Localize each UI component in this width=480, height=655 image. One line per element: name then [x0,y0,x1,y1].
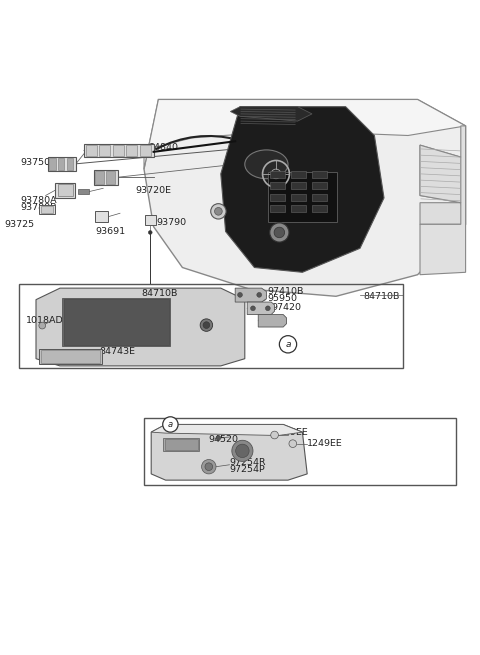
Bar [94,170,118,185]
Bar [78,189,89,194]
Bar [165,439,198,451]
Bar [95,212,108,222]
Bar [106,170,115,184]
Text: a: a [285,340,291,349]
Bar [62,298,170,346]
Bar [163,438,199,451]
Bar [84,144,154,157]
Bar [58,185,73,196]
Polygon shape [230,107,312,121]
Text: 93725: 93725 [5,220,35,229]
Text: 94520: 94520 [209,435,239,444]
Bar [99,145,110,156]
Text: 97254R: 97254R [229,458,266,468]
Bar [291,205,306,212]
Polygon shape [144,100,466,296]
Bar [312,170,327,178]
Bar [312,205,327,212]
Text: 84855T: 84855T [223,200,259,209]
Polygon shape [235,288,266,302]
Bar [64,299,169,345]
Text: 93750G: 93750G [20,158,58,167]
Polygon shape [151,424,302,436]
Bar [95,170,104,184]
Text: 93780B: 93780B [20,203,57,212]
Text: 1249EE: 1249EE [307,439,343,447]
Bar [19,284,403,368]
Bar [145,215,156,225]
Circle shape [271,431,278,439]
Circle shape [279,335,297,353]
Circle shape [202,460,216,474]
Text: 93720E: 93720E [136,186,172,195]
Circle shape [205,463,213,470]
Bar [268,172,337,222]
Text: 93780A: 93780A [20,196,57,205]
Text: 97254P: 97254P [229,465,265,474]
Bar [270,194,285,201]
Bar [312,182,327,189]
Circle shape [200,319,213,331]
Circle shape [236,444,249,458]
Circle shape [215,208,222,215]
Bar [113,145,124,156]
Bar [312,194,327,201]
Bar [58,158,64,170]
Bar [39,349,102,364]
Bar [48,157,76,171]
Bar [291,182,306,189]
Bar [270,170,285,178]
Circle shape [216,436,221,440]
Bar [126,145,137,156]
Text: 84840: 84840 [149,143,179,151]
Circle shape [265,306,270,310]
Bar [270,182,285,189]
Bar [291,170,306,178]
Bar [41,206,53,213]
Text: 95950: 95950 [268,294,298,303]
Text: 1249EE: 1249EE [273,428,308,437]
Bar [291,194,306,201]
Polygon shape [151,424,307,480]
Bar [39,204,55,214]
Circle shape [270,223,289,242]
Polygon shape [144,100,466,169]
Circle shape [232,440,253,461]
Polygon shape [258,314,287,327]
Circle shape [274,227,285,238]
Bar [49,158,56,170]
Polygon shape [36,288,245,366]
Circle shape [238,293,242,297]
Circle shape [203,322,210,328]
Bar [144,418,456,485]
Text: 84710B: 84710B [142,290,178,299]
Circle shape [289,440,297,447]
Ellipse shape [245,150,288,179]
Bar [270,205,285,212]
Bar [41,350,100,362]
Text: a: a [168,420,173,429]
Text: 97410B: 97410B [268,286,304,295]
Circle shape [257,293,262,297]
Polygon shape [420,145,461,202]
Text: 84710B: 84710B [364,291,400,301]
Text: 1018AD: 1018AD [26,316,64,326]
Text: 97420: 97420 [271,303,301,312]
Circle shape [251,306,255,310]
Circle shape [39,322,46,329]
Bar [55,183,75,198]
Circle shape [148,231,152,234]
Bar [140,145,151,156]
Text: 93790: 93790 [156,218,186,227]
Polygon shape [221,107,384,272]
Polygon shape [420,202,466,224]
Polygon shape [420,126,466,274]
Circle shape [163,417,178,432]
Circle shape [211,204,226,219]
Bar [86,145,97,156]
Text: 84743E: 84743E [100,347,136,356]
Text: 93691: 93691 [95,227,125,236]
Bar [67,158,73,170]
Polygon shape [247,302,275,314]
